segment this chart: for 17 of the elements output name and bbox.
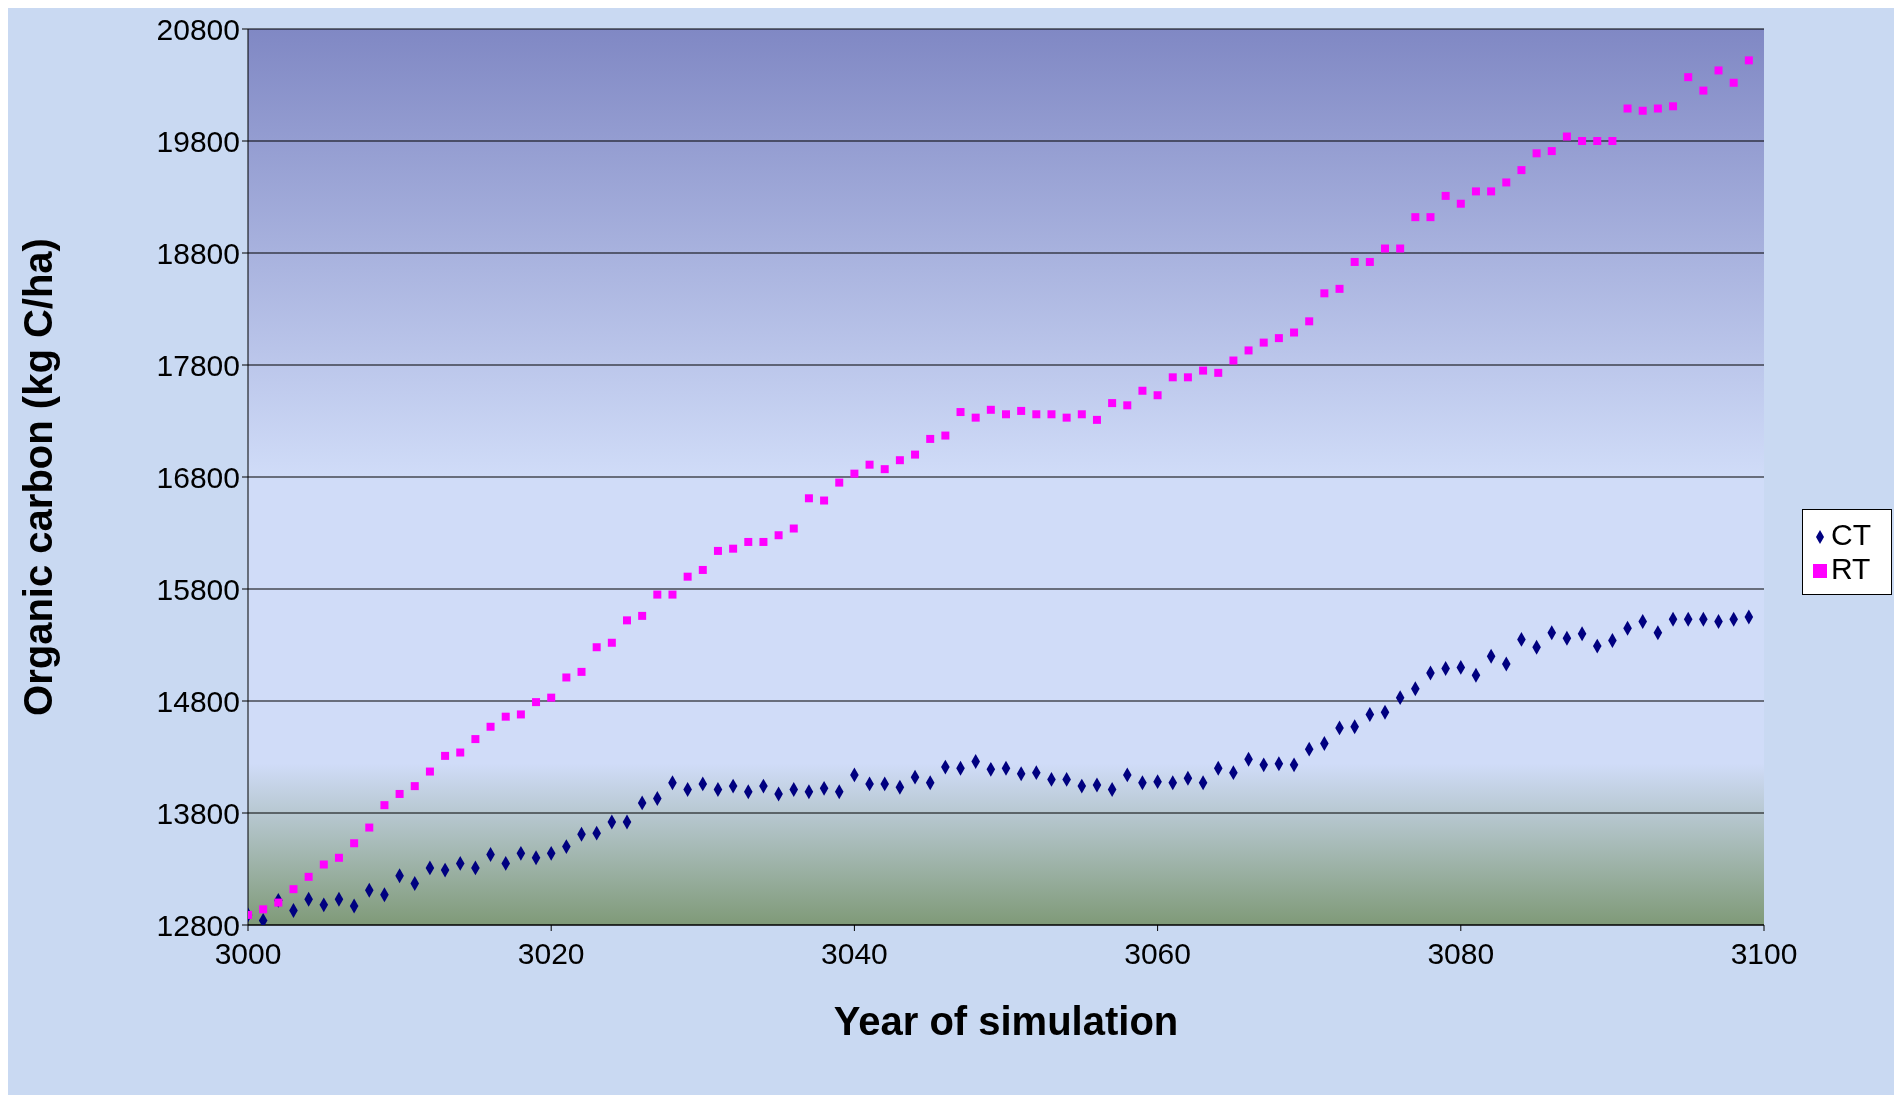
y-tick-label: 13800 <box>156 796 240 830</box>
x-tick-label: 3080 <box>1427 937 1495 971</box>
y-tick-label: 16800 <box>156 460 240 494</box>
y-tick-label: 14800 <box>156 684 240 718</box>
y-tick-label: 18800 <box>156 236 240 270</box>
y-tick-label: 17800 <box>156 348 240 382</box>
x-tick-label: 3060 <box>1124 937 1191 971</box>
y-axis-title: Organic carbon (kg C/ha) <box>16 238 61 716</box>
y-tick-label: 19800 <box>156 124 240 158</box>
x-tick-label: 3020 <box>517 937 585 971</box>
legend-label: CT <box>1831 517 1871 551</box>
x-tick-label: 3040 <box>821 937 888 971</box>
legend-label: RT <box>1831 551 1871 585</box>
x-axis-title: Year of simulation <box>833 999 1179 1043</box>
x-tick-label: 3100 <box>1730 937 1798 971</box>
y-tick-label: 20800 <box>156 12 240 46</box>
y-tick-label: 15800 <box>156 572 240 606</box>
